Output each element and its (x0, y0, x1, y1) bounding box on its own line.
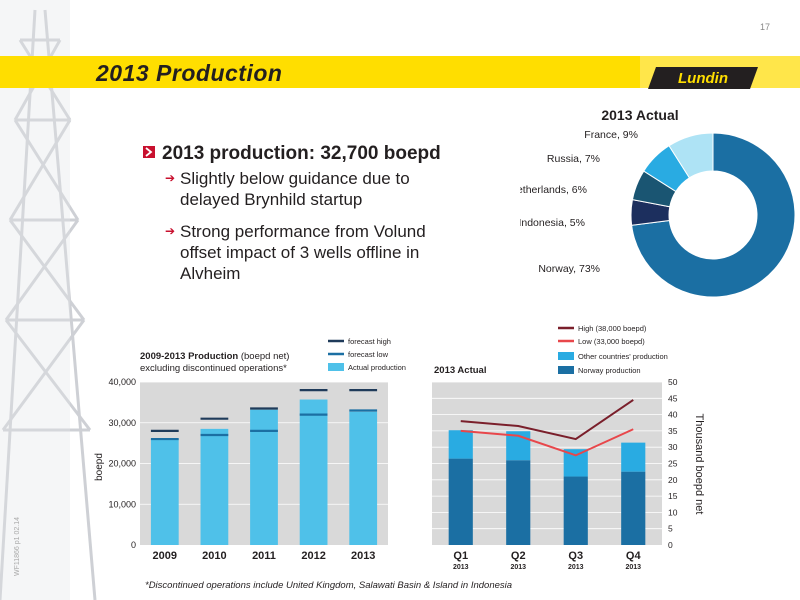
sub-bullet-arrow-icon: ➔ (165, 171, 176, 185)
quarterly-ytick-label: 5 (668, 524, 673, 534)
legend-forecast-low: forecast low (348, 350, 389, 359)
quarterly-chart: 2013 Actual High (38,000 boepd) Low (33,… (432, 324, 705, 571)
quarterly-ytick-label: 25 (668, 459, 678, 469)
donut-slice (668, 132, 714, 179)
quarterly-ytick-label: 30 (668, 442, 678, 452)
donut-slice-label: Netherlands, 6% (520, 184, 587, 196)
sub-bullet-arrow-icon: ➔ (165, 224, 176, 238)
lundin-logo: Lundin (648, 67, 758, 89)
quarterly-ytick-label: 15 (668, 491, 678, 501)
bullet-arrow-icon (143, 146, 155, 158)
norway-bar (448, 458, 473, 545)
other-countries-bar (448, 430, 473, 459)
annual-bar (150, 439, 179, 545)
other-countries-bar (621, 442, 646, 472)
bullet-main: 2013 production: 32,700 boepd (162, 143, 441, 164)
quarterly-ytick-label: 40 (668, 410, 678, 420)
norway-bar (621, 471, 646, 545)
high-line (460, 399, 634, 441)
svg-text:Lundin: Lundin (678, 70, 728, 87)
legend-low: Low (33,000 boepd) (578, 337, 645, 346)
quarterly-xtick-label: Q4 (626, 550, 642, 562)
donut-slice-label: Russia, 7% (547, 153, 600, 165)
donut-title: 2013 Actual (601, 107, 678, 123)
norway-bar (506, 460, 531, 545)
quarterly-xtick-sublabel: 2013 (625, 564, 641, 571)
quarterly-legend: High (38,000 boepd) Low (33,000 boepd) O… (558, 324, 668, 375)
annual-ytick-label: 20,000 (108, 459, 136, 469)
low-line (460, 428, 634, 457)
norway-bar (563, 476, 588, 545)
sub-bullet-2: Strong performance from Volund offset im… (180, 222, 426, 283)
quarterly-ytick-label: 0 (668, 540, 673, 550)
donut-slice-label: France, 9% (584, 129, 638, 141)
annual-ytick-label: 40,000 (108, 377, 136, 387)
annual-ytick-label: 30,000 (108, 418, 136, 428)
legend-other: Other countries' production (578, 352, 668, 361)
quarterly-ytick-label: 10 (668, 507, 678, 517)
annual-ytick-label: 0 (131, 540, 136, 550)
donut-slice-label: Indonesia, 5% (520, 217, 585, 229)
quarterly-ylabel: Thousand boepd net (693, 414, 705, 515)
slide-title: 2013 Production (96, 60, 283, 86)
annual-xtick-label: 2012 (301, 550, 325, 562)
quarterly-ytick-label: 20 (668, 475, 678, 485)
legend-actual: Actual production (348, 363, 406, 372)
sub-bullet-1: Slightly below guidance due to delayed B… (180, 169, 410, 209)
quarterly-xtick-label: Q1 (453, 550, 468, 562)
quarterly-ytick-label: 35 (668, 426, 678, 436)
annual-xtick-label: 2010 (202, 550, 226, 562)
other-countries-bar (563, 449, 588, 477)
quarterly-title: 2013 Actual (434, 365, 486, 376)
quarterly-xtick-sublabel: 2013 (568, 564, 584, 571)
legend-high: High (38,000 boepd) (578, 324, 647, 333)
annual-xtick-label: 2009 (153, 550, 177, 562)
annual-ytick-label: 10,000 (108, 499, 136, 509)
annual-bar (200, 428, 229, 545)
annual-xtick-label: 2013 (351, 550, 375, 562)
legend-forecast-high: forecast high (348, 337, 391, 346)
footnote: *Discontinued operations include United … (145, 580, 513, 591)
annual-chart-subtitle: excluding discontinued operations* (140, 363, 287, 374)
quarterly-xtick-sublabel: 2013 (510, 564, 526, 571)
annual-legend: forecast high forecast low Actual produc… (328, 337, 406, 372)
annual-bar (250, 409, 278, 545)
quarterly-xtick-sublabel: 2013 (453, 564, 469, 571)
legend-norway: Norway production (578, 366, 641, 375)
annual-bar (349, 411, 378, 545)
annual-bar-chart: 2009-2013 Production (boepd net) excludi… (94, 337, 406, 562)
document-code: WF11866 p1 02.14 (14, 516, 21, 576)
quarterly-xtick-label: Q2 (511, 550, 526, 562)
derrick-watermark (0, 0, 97, 600)
quarterly-ytick-label: 45 (668, 393, 678, 403)
annual-xtick-label: 2011 (252, 550, 276, 562)
page-number: 17 (760, 22, 771, 32)
annual-ylabel: boepd (94, 453, 105, 481)
annual-bar (299, 399, 328, 545)
annual-chart-title: 2009-2013 Production (boepd net) (140, 351, 289, 362)
donut-slice-label: Norway, 73% (538, 263, 600, 275)
donut-slice (631, 132, 796, 298)
quarterly-ytick-label: 50 (668, 377, 678, 387)
donut-chart: 2013 Actual Norway, 73% Indonesia, 5% Neth… (520, 107, 796, 298)
quarterly-xtick-label: Q3 (568, 550, 583, 562)
